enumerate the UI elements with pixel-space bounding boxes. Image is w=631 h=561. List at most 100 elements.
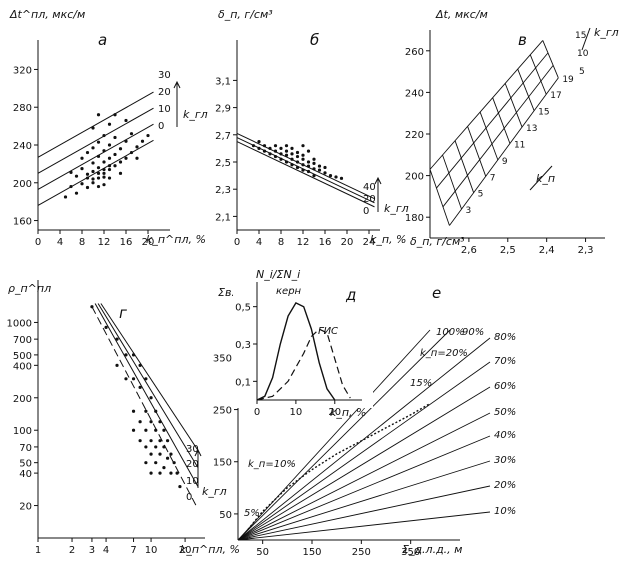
y-tick-label: 200 xyxy=(13,179,32,190)
data-point xyxy=(107,176,112,180)
line-label: 30 xyxy=(186,444,199,455)
fan-line xyxy=(237,386,491,541)
grid-line-kp xyxy=(442,154,462,210)
data-point xyxy=(158,471,162,475)
kp-label: 17 xyxy=(550,91,561,101)
y-tick-label: 0,5 xyxy=(235,303,251,314)
grid-line-kgl xyxy=(449,77,559,226)
series-kern xyxy=(256,301,336,401)
data-point xyxy=(162,428,166,432)
y-axis-label: ρ_п^пл xyxy=(8,282,51,295)
x-tick-label: 2,3 xyxy=(578,245,594,256)
data-point xyxy=(80,167,84,171)
data-point xyxy=(301,144,305,148)
x-axis-label: k_п^пл, % xyxy=(180,543,240,556)
data-point xyxy=(118,171,123,175)
series-label: ГИС xyxy=(318,326,338,337)
grid-line-kp xyxy=(542,40,559,79)
y-tick-label: 250 xyxy=(213,406,232,417)
y-tick-label: 0,1 xyxy=(235,377,251,388)
data-point xyxy=(102,167,106,172)
x-tick-label: 350 xyxy=(401,547,420,558)
data-point xyxy=(306,149,311,153)
annotation: 5% xyxy=(244,508,260,519)
x-tick-label: 150 xyxy=(302,547,321,558)
data-point xyxy=(104,325,108,329)
x-tick-label: 0 xyxy=(35,237,41,248)
y-tick-label: 50 xyxy=(219,510,232,521)
data-point xyxy=(290,152,294,156)
y-tick-label: 20 xyxy=(19,502,32,513)
data-point xyxy=(131,377,136,381)
measured-curve xyxy=(247,402,431,531)
y-tick-label: 240 xyxy=(405,88,424,99)
data-point xyxy=(85,150,90,155)
fan-label: 100% xyxy=(436,327,465,338)
data-point xyxy=(284,160,289,164)
y-tick-label: 220 xyxy=(405,130,424,141)
line-label: 30 xyxy=(158,70,171,81)
fan-label: 20% xyxy=(494,480,516,491)
data-point xyxy=(312,174,316,178)
regression-line xyxy=(37,107,154,174)
data-point xyxy=(169,471,173,475)
data-point xyxy=(290,146,294,150)
data-point xyxy=(74,174,79,178)
data-point xyxy=(257,140,261,144)
x-tick-label: 10 xyxy=(290,407,303,418)
data-point xyxy=(96,171,101,175)
panel-letter: г xyxy=(119,304,127,322)
data-point xyxy=(69,184,73,189)
grid-line-kgl xyxy=(442,65,554,208)
data-point xyxy=(301,163,305,167)
grid-line-kp xyxy=(479,111,499,161)
y-axis-label: Δt^пл, мкс/м xyxy=(9,8,85,21)
data-point xyxy=(118,147,123,151)
x-tick-label: 16 xyxy=(120,237,133,248)
data-point xyxy=(273,154,278,159)
data-point xyxy=(69,170,73,174)
fan-line xyxy=(237,511,491,541)
data-point xyxy=(90,305,94,309)
data-point xyxy=(306,164,311,168)
fan-label: 10% xyxy=(494,506,516,517)
data-point xyxy=(124,118,128,123)
y-tick-label: 70 xyxy=(19,443,32,454)
data-point xyxy=(91,169,95,174)
grid-line-kp xyxy=(517,68,535,111)
data-point xyxy=(135,145,139,149)
y-tick-label: 160 xyxy=(13,217,32,228)
grid-line-kp xyxy=(492,97,511,144)
y-tick-label: 40 xyxy=(19,469,32,480)
series-label: керн xyxy=(276,286,302,297)
kp-label: 11 xyxy=(514,140,525,150)
kp-label: 15 xyxy=(538,108,549,118)
data-point xyxy=(301,153,305,157)
data-point xyxy=(175,471,179,475)
data-point xyxy=(107,156,112,160)
data-point xyxy=(158,420,162,424)
y-tick-label: 350 xyxy=(213,353,232,364)
data-point xyxy=(113,164,117,168)
param-label: k_гл xyxy=(202,485,227,498)
data-point xyxy=(146,133,150,138)
data-point xyxy=(129,132,134,136)
regression-line xyxy=(37,123,154,190)
data-point xyxy=(91,146,95,150)
fan-label: 60% xyxy=(494,381,516,392)
data-point xyxy=(268,146,272,150)
data-point xyxy=(312,157,316,161)
x-tick-label: 4 xyxy=(57,237,63,248)
data-point xyxy=(124,377,128,381)
grid-line-kp xyxy=(504,83,523,128)
x-tick-label: 20 xyxy=(179,545,192,556)
param-label: k_п xyxy=(536,172,555,185)
data-point xyxy=(290,157,294,161)
y-tick-label: 180 xyxy=(405,213,424,224)
data-point xyxy=(149,439,153,443)
data-point xyxy=(149,420,153,424)
line-label: 10 xyxy=(186,476,199,487)
x-axis-label: k_п, % xyxy=(370,233,407,246)
